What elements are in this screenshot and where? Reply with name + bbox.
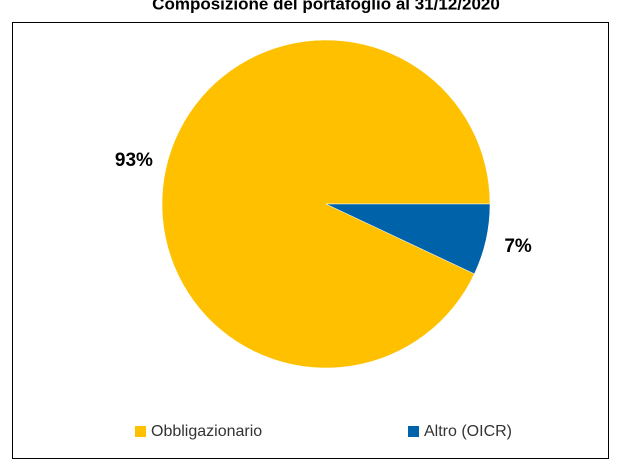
data-label: 93% [115,150,153,171]
legend-swatch [408,426,419,437]
chart-title: Composizione del portafoglio al 31/12/20… [152,0,500,13]
pie-slice [325,203,491,275]
legend-label: Obbligazionario [151,423,262,440]
legend-swatch [135,426,146,437]
legend-label: Altro (OICR) [424,423,512,440]
data-label: 7% [504,236,532,257]
